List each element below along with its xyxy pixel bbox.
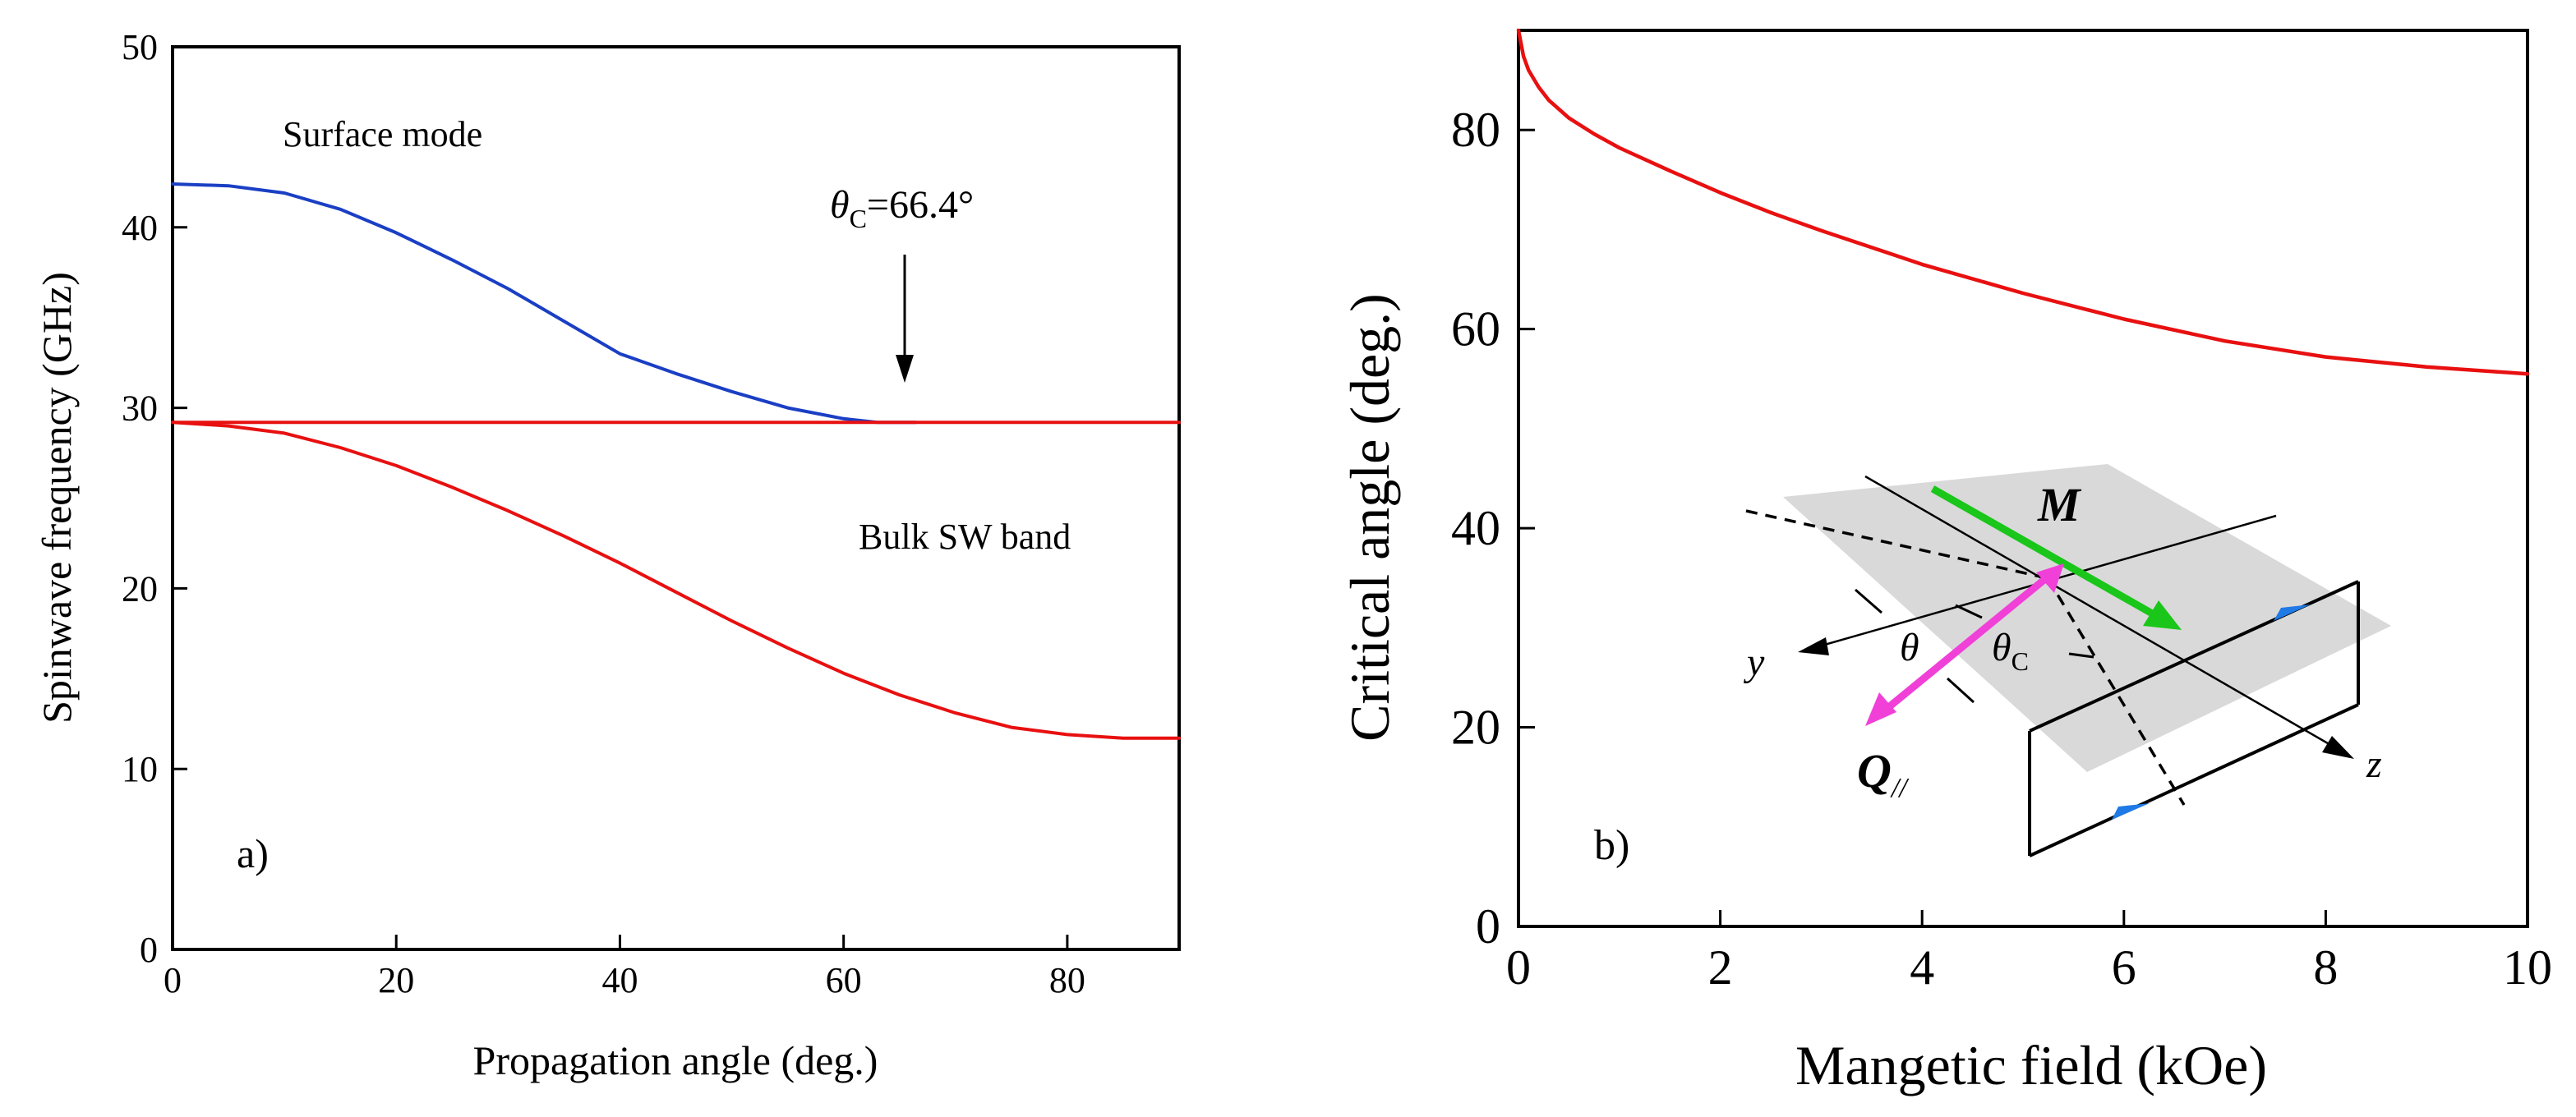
film-plane — [1783, 464, 2391, 772]
ticks-b: 0 2 4 6 8 10 0 20 40 60 80 — [1451, 103, 2552, 995]
x-tick-label: 40 — [601, 960, 638, 1000]
x-tick-label: 4 — [1910, 940, 1934, 995]
x-tick-label: 0 — [164, 960, 182, 1000]
x-tick-label: 60 — [826, 960, 862, 1000]
antenna-current-arrow-top — [2274, 604, 2311, 621]
series-line-0 — [171, 182, 917, 425]
x-axis-label-b: Mangetic field (kOe) — [1795, 1034, 2267, 1096]
y-tick-label: 20 — [122, 568, 158, 609]
x-tick-label: 10 — [2503, 940, 2552, 995]
theta-label: θ — [1900, 626, 1919, 669]
x-tick-label: 0 — [1506, 940, 1531, 995]
plot-frame-b — [1517, 29, 2529, 928]
ticks-a: 0 20 40 60 80 0 10 20 30 40 50 — [122, 27, 1085, 1000]
q-label: Q// — [1857, 744, 1910, 803]
critical-angle-arrow — [896, 255, 914, 383]
m-vector-arrow — [1930, 485, 2182, 630]
q-subscript: // — [1890, 773, 1910, 803]
geometry-inset: M Q// y z θ θC — [1743, 464, 2391, 857]
series-a — [171, 182, 1181, 740]
surface-mode-label: Surface mode — [283, 114, 482, 154]
x-tick-label: 80 — [1049, 960, 1085, 1000]
theta-symbol: θ — [830, 183, 850, 227]
x-axis-label-a: Propagation angle (deg.) — [473, 1037, 878, 1083]
y-tick-label: 80 — [1451, 103, 1500, 157]
y-tick-label: 60 — [1451, 302, 1500, 356]
dashed-line-left — [1745, 509, 2048, 580]
m-label: M — [2037, 478, 2082, 531]
y-tick-label: 10 — [122, 749, 158, 789]
y-tick-label: 0 — [140, 930, 158, 970]
antenna-current-arrow-bottom — [2112, 803, 2150, 820]
y-axis-letter: y — [1743, 641, 1765, 684]
critical-angle-label: θC=66.4° — [830, 183, 974, 233]
z-axis-arrowhead — [2322, 736, 2354, 759]
dashed-line-down — [2046, 577, 2186, 806]
theta-c-subscript: C — [2011, 646, 2029, 676]
z-axis-line — [1864, 475, 2339, 751]
theta-subscript: C — [850, 204, 867, 233]
series-line-2 — [171, 421, 1181, 740]
theta-c-label: θC — [1992, 626, 2029, 676]
angle-markers — [1855, 588, 2094, 704]
plot-frame-a — [171, 45, 1181, 951]
z-axis-letter: z — [2366, 742, 2382, 786]
y-axis-label-a: Spinwave frequency (GHz) — [34, 272, 80, 724]
x-tick-label: 20 — [378, 960, 414, 1000]
y-tick-label: 0 — [1476, 899, 1500, 954]
x-tick-label: 6 — [2112, 940, 2136, 995]
x-tick-label: 8 — [2313, 940, 2338, 995]
y-tick-label: 40 — [122, 208, 158, 248]
q-symbol: Q — [1857, 744, 1892, 798]
series-b — [1516, 28, 2530, 376]
y-tick-label: 50 — [122, 27, 158, 67]
panel-label-b: b) — [1594, 822, 1629, 869]
critical-angle-value: =66.4° — [867, 183, 974, 227]
x-tick-label: 2 — [1708, 940, 1733, 995]
y-tick-label: 20 — [1451, 701, 1500, 755]
y-axis-label-b: Critical angle (deg.) — [1339, 293, 1401, 742]
y-tick-label: 30 — [122, 388, 158, 429]
panel-b: 0 2 4 6 8 10 0 20 40 60 80 Mangetic field (kOe) Cr… — [1339, 28, 2552, 1096]
panel-a: 0 20 40 60 80 0 10 20 30 40 50 Propagation angle (… — [34, 27, 1181, 1083]
bulk-band-label: Bulk SW band — [859, 517, 1071, 557]
series-line-0 — [1516, 28, 2530, 376]
y-axis-arrowhead — [1798, 637, 1829, 655]
panel-label-a: a) — [237, 830, 269, 876]
q-vector-arrow — [1865, 563, 2064, 726]
y-tick-label: 40 — [1451, 501, 1500, 555]
theta-c-symbol: θ — [1992, 626, 2011, 669]
